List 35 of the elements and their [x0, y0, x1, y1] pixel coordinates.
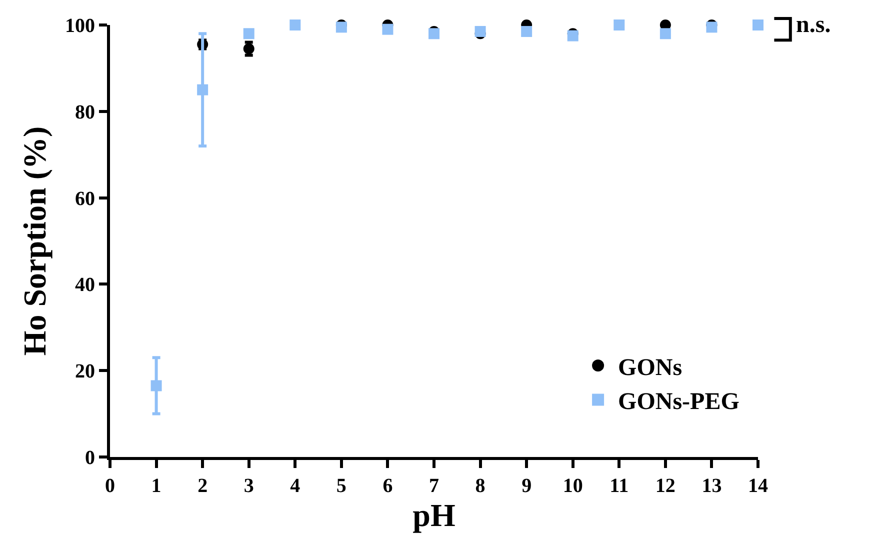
x-tick-label: 4	[290, 475, 300, 497]
x-tick-label: 9	[522, 475, 532, 497]
y-tick-label: 100	[65, 15, 95, 37]
y-axis-title: Ho Sorption (%)	[16, 126, 52, 356]
x-tick-label: 1	[151, 475, 162, 497]
x-tick-label: 12	[655, 475, 676, 497]
point	[197, 84, 208, 96]
y-tick-label: 0	[85, 447, 95, 469]
point	[614, 20, 625, 30]
point	[290, 20, 301, 30]
x-axis-title: pH	[412, 497, 456, 533]
legend-label: GONs-PEG	[618, 389, 740, 416]
x-tick-label: 11	[610, 475, 629, 497]
legend-label: GONs	[618, 354, 682, 381]
x-tick-label: 2	[198, 475, 208, 497]
x-tick-label: 7	[429, 475, 439, 497]
point	[521, 26, 532, 37]
x-tick-label: 6	[382, 475, 393, 497]
point	[752, 20, 764, 30]
x-tick-label: 8	[475, 475, 486, 497]
x-tick-label: 3	[244, 475, 254, 497]
point	[243, 28, 254, 40]
x-tick-label: 14	[748, 475, 768, 497]
x-tick-label: 0	[105, 475, 115, 497]
point	[150, 380, 162, 392]
x-tick-label: 10	[562, 475, 583, 497]
y-tick-label: 60	[75, 188, 95, 210]
annotation: n.s.	[796, 12, 831, 38]
y-tick-label: 40	[75, 274, 95, 296]
x-tick-label: 5	[336, 475, 346, 497]
y-tick-label: 20	[75, 360, 95, 383]
y-tick-label: 80	[75, 101, 95, 124]
point	[382, 24, 394, 35]
point	[660, 28, 671, 40]
x-tick-label: 13	[702, 475, 722, 497]
